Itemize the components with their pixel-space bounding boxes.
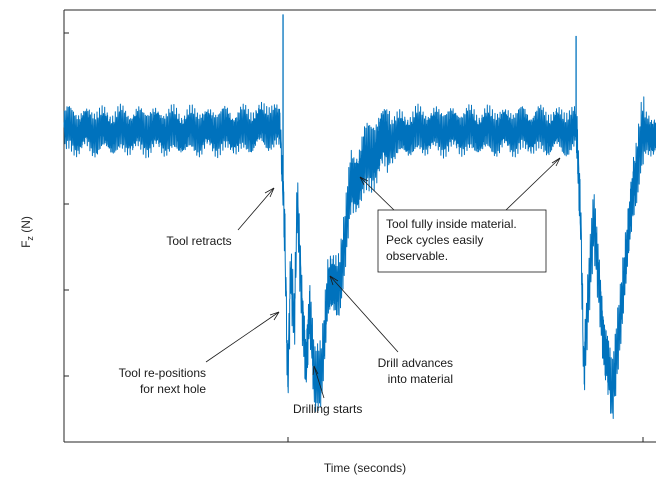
annotation-line: observable.: [386, 249, 448, 263]
annotation-line: Drill advances: [378, 356, 453, 370]
annotation-retract: Tool retracts: [166, 234, 231, 248]
arrowhead-advance: [329, 275, 339, 286]
annotation-line: Peck cycles easily: [386, 233, 483, 247]
y-axis-label: Fz (N): [19, 216, 35, 248]
arrowhead-peck-right: [551, 157, 561, 167]
annotation-arrows: [205, 157, 561, 399]
arrow-reposition: [205, 311, 280, 363]
series-layer: [63, 14, 656, 419]
annotation-drill-start: Drilling starts: [293, 402, 362, 416]
arrow-advance: [329, 275, 399, 353]
x-axis-label: Time (seconds): [324, 461, 406, 475]
annotation-peck: Tool fully inside material. Peck cycles e…: [386, 217, 517, 263]
annotation-line: into material: [388, 372, 453, 386]
annotation-line: Tool re-positions: [119, 366, 206, 380]
arrow-peck-right: [505, 157, 561, 211]
peck-annotation-box: [377, 209, 547, 273]
axis-ticks: [64, 32, 644, 442]
arrow-drill-start: [313, 365, 325, 399]
arrowhead-retract: [264, 187, 275, 198]
annotation-line: Drilling starts: [293, 402, 362, 416]
annotation-reposition: Tool re-positions for next hole: [119, 366, 207, 396]
arrowhead-peck-left: [359, 176, 369, 186]
arrow-peck-left: [359, 176, 395, 211]
annotation-advance: Drill advances into material: [378, 356, 453, 386]
arrow-retract: [237, 187, 275, 231]
arrowhead-drill-start: [312, 365, 319, 376]
plot-axes: [63, 9, 656, 443]
force-series-line: [63, 96, 656, 419]
annotation-line: Tool fully inside material.: [386, 217, 517, 231]
annotation-line: Tool retracts: [166, 234, 231, 248]
arrowhead-reposition: [269, 311, 280, 321]
annotation-line: for next hole: [140, 382, 206, 396]
